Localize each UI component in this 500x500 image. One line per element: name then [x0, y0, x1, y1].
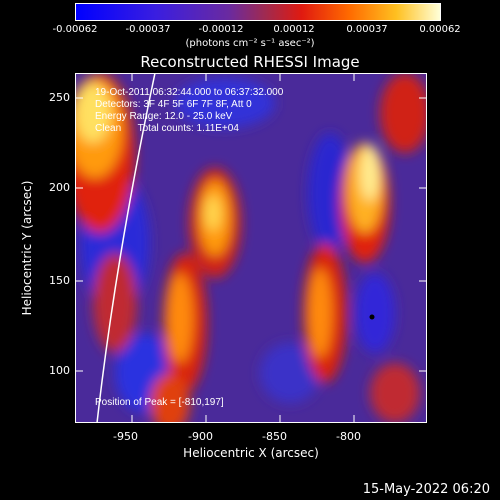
colorbar-tick: 0.00037	[346, 24, 388, 35]
method-counts-label: Clean Total counts: 1.11E+04	[95, 123, 239, 134]
x-tick-label: -900	[188, 430, 213, 443]
solar-limb-line	[96, 73, 156, 423]
y-tick-label: 100	[49, 364, 70, 377]
y-axis-ticks	[75, 97, 427, 372]
y-tick-label: 250	[49, 91, 70, 104]
x-axis-ticks	[131, 73, 355, 423]
peak-marker	[369, 314, 375, 320]
colorbar-tick: -0.00037	[125, 24, 171, 35]
y-tick-label: 150	[49, 274, 70, 287]
x-tick-label: -950	[113, 430, 138, 443]
time-range-label: 19-Oct-2011 06:32:44.000 to 06:37:32.000	[95, 87, 284, 98]
colorbar-units: (photons cm⁻² s⁻¹ asec⁻²)	[185, 38, 315, 49]
rhessi-image	[75, 73, 427, 423]
colorbar-gradient	[76, 4, 440, 20]
colorbar-tick: 0.00062	[419, 24, 461, 35]
colorbar-tick: -0.00012	[198, 24, 244, 35]
y-tick-label: 200	[49, 181, 70, 194]
emission-map	[75, 73, 427, 423]
peak-position-label: Position of Peak = [-810,197]	[95, 397, 224, 408]
colorbar-tick: 0.00012	[273, 24, 315, 35]
x-tick-label: -850	[262, 430, 287, 443]
colorbar	[75, 3, 441, 21]
x-axis-label: Heliocentric X (arcsec)	[183, 446, 319, 460]
footer-date: 15-May-2022 06:20	[362, 482, 490, 497]
image-title: Reconstructed RHESSI Image	[140, 53, 360, 71]
energy-range-label: Energy Range: 12.0 - 25.0 keV	[95, 111, 233, 122]
x-tick-label: -800	[336, 430, 361, 443]
y-axis-label: Heliocentric Y (arcsec)	[20, 180, 34, 316]
detectors-label: Detectors: 3F 4F 5F 6F 7F 8F, Att 0	[95, 99, 252, 110]
colorbar-tick: -0.00062	[52, 24, 98, 35]
plot-frame	[75, 73, 427, 423]
